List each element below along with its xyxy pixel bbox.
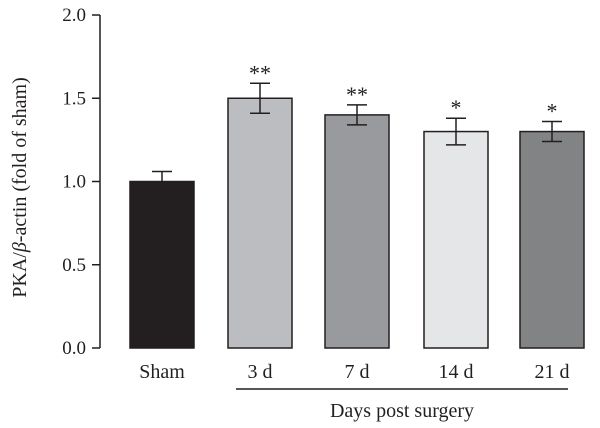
x-category-label: 7 d bbox=[345, 361, 370, 383]
x-category-label: 21 d bbox=[535, 361, 570, 383]
y-axis-title-part-3: -actin (fold of sham) bbox=[9, 77, 31, 242]
x-category-label: 3 d bbox=[248, 361, 273, 383]
y-axis: 0.0 0.5 1.0 1.5 2.0 bbox=[62, 5, 101, 359]
x-category-labels: Sham 3 d 7 d 14 d 21 d bbox=[139, 361, 569, 383]
bar bbox=[423, 130, 489, 349]
bar bbox=[129, 180, 195, 349]
y-axis-title-part-1: PKA/ bbox=[9, 252, 31, 298]
bars: ***** * bbox=[129, 60, 585, 349]
x-category-label: 14 d bbox=[439, 361, 474, 383]
y-tick-label: 0.0 bbox=[62, 338, 86, 359]
y-axis-title: PKA/β-actin (fold of sham) bbox=[9, 77, 31, 298]
significance-marker: ** bbox=[249, 60, 271, 85]
bar bbox=[324, 114, 390, 349]
y-tick-label: 1.5 bbox=[62, 88, 86, 109]
significance-marker: * bbox=[547, 99, 558, 124]
y-axis-title-beta: β bbox=[9, 242, 31, 253]
significance-marker: * bbox=[451, 95, 462, 120]
x-category-label: Sham bbox=[139, 361, 185, 383]
y-tick-label: 1.0 bbox=[62, 172, 86, 193]
significance-marker: ** bbox=[346, 82, 368, 107]
bar bbox=[519, 130, 585, 349]
bar bbox=[227, 97, 293, 349]
y-tick-label: 2.0 bbox=[62, 5, 86, 26]
x-axis-title: Days post surgery bbox=[330, 400, 474, 422]
y-tick-label: 0.5 bbox=[62, 255, 86, 276]
